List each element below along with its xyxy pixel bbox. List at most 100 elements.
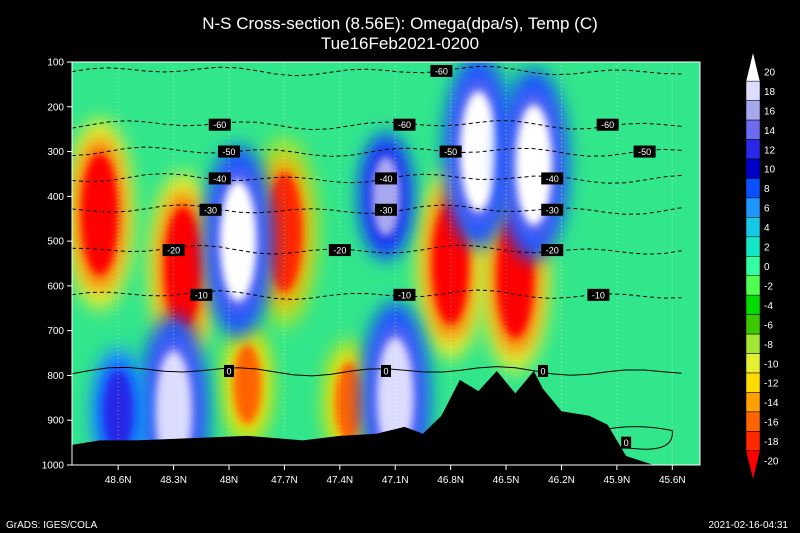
svg-text:-60: -60 <box>398 120 411 130</box>
svg-text:-50: -50 <box>444 147 457 157</box>
colorbar-swatch <box>745 51 761 82</box>
x-tick-label: 46.2N <box>548 475 575 486</box>
x-tick-label: 48.6N <box>105 475 132 486</box>
x-tick-label: 46.8N <box>437 475 464 486</box>
colorbar-swatch <box>745 392 761 413</box>
svg-text:-10: -10 <box>592 290 605 300</box>
omega-core <box>515 104 552 225</box>
omega-core <box>164 207 201 328</box>
colorbar-swatch <box>745 158 761 179</box>
x-tick-label: 45.9N <box>604 475 631 486</box>
y-tick-label: 900 <box>47 416 64 427</box>
colorbar-swatch <box>745 275 761 296</box>
colorbar-label: -12 <box>764 379 779 390</box>
contour-label: 0 <box>224 364 234 377</box>
contour-label: -60 <box>393 118 416 131</box>
x-tick-label: 45.6N <box>659 475 686 486</box>
colorbar-label: 18 <box>764 87 776 98</box>
omega-core <box>335 362 364 443</box>
svg-text:-20: -20 <box>546 246 559 256</box>
colorbar-swatch <box>745 411 761 432</box>
colorbar-label: -20 <box>764 457 779 468</box>
omega-core <box>220 181 257 302</box>
svg-text:0: 0 <box>540 366 545 376</box>
y-axis: 100 200 300 400 500 600 700 800 900 1000 <box>42 58 72 472</box>
contour-label: -30 <box>199 203 222 216</box>
svg-text:-30: -30 <box>204 205 217 215</box>
colorbar-label: 16 <box>764 106 776 117</box>
temperature-contour <box>72 289 682 301</box>
contour-label: -60 <box>208 118 231 131</box>
contour-label: -10 <box>587 288 610 301</box>
colorbar-swatch <box>745 139 761 160</box>
svg-text:-50: -50 <box>638 147 651 157</box>
colorbar-label: -16 <box>764 418 779 429</box>
colorbar-swatch <box>745 197 761 218</box>
omega-field <box>72 62 568 465</box>
y-tick-label: 100 <box>47 58 64 69</box>
svg-text:-40: -40 <box>379 174 392 184</box>
terrain <box>72 371 654 465</box>
y-tick-label: 500 <box>47 237 64 248</box>
plot-area <box>72 62 700 465</box>
contour-labels: -60 -60 -60 -60 -50 -50 -50 -40 -40 -40 -30 -30 -30 -… <box>162 64 656 449</box>
omega-core <box>266 172 303 293</box>
contour-label: -30 <box>375 203 397 216</box>
colorbar-swatch <box>745 372 761 393</box>
colorbar-swatch <box>745 256 761 276</box>
colorbar-swatch <box>745 236 761 257</box>
footer-credit: GrADS: IGES/COLA <box>6 520 98 531</box>
colorbar-swatch <box>745 294 761 315</box>
colorbar-swatch <box>745 450 761 481</box>
omega-core <box>372 156 400 237</box>
contour-label: -50 <box>633 145 656 158</box>
contour-label: -60 <box>596 118 619 131</box>
contour-label: -10 <box>393 288 416 301</box>
x-tick-label: 47.7N <box>271 475 298 486</box>
svg-text:0: 0 <box>383 366 388 376</box>
omega-core <box>155 351 192 465</box>
colorbar-swatch <box>745 314 761 335</box>
contour-label: -20 <box>162 244 185 257</box>
contour-label: -60 <box>430 64 453 77</box>
svg-text:-10: -10 <box>195 290 208 300</box>
colorbar-swatch <box>745 431 761 452</box>
svg-text:-40: -40 <box>546 174 559 184</box>
x-tick-label: 48N <box>220 475 238 486</box>
contour-label: 0 <box>538 364 548 377</box>
colorbar-swatch <box>745 333 761 354</box>
svg-text:-60: -60 <box>435 66 448 76</box>
omega-core <box>233 344 262 425</box>
y-tick-label: 600 <box>47 281 64 292</box>
contour-label: -10 <box>190 288 213 301</box>
colorbar-label: 4 <box>764 223 770 234</box>
x-tick-label: 48.3N <box>160 475 187 486</box>
omega-core <box>81 154 118 275</box>
svg-text:-30: -30 <box>379 205 392 215</box>
svg-text:-30: -30 <box>546 205 559 215</box>
colorbar-label: 0 <box>764 262 770 273</box>
chart-title: N-S Cross-section (8.56E): Omega(dpa/s),… <box>202 14 598 33</box>
svg-text:-60: -60 <box>213 120 226 130</box>
colorbar-label: 20 <box>764 67 776 78</box>
svg-text:-50: -50 <box>222 147 235 157</box>
y-tick-label: 300 <box>47 147 64 158</box>
colorbar-label: 8 <box>764 184 770 195</box>
chart-subtitle: Tue16Feb2021-0200 <box>320 34 480 53</box>
omega-core <box>432 203 469 324</box>
contour-label: -50 <box>439 145 462 158</box>
contour-label: -50 <box>218 145 240 158</box>
colorbar-label: 2 <box>764 243 770 254</box>
colorbar-swatch <box>745 100 761 121</box>
colorbar-label: 10 <box>764 165 776 176</box>
colorbar-label: 6 <box>764 204 770 215</box>
colorbar-label: 14 <box>764 126 776 137</box>
colorbar-label: -8 <box>764 340 773 351</box>
svg-text:-40: -40 <box>213 174 226 184</box>
y-tick-label: 700 <box>47 326 64 337</box>
colorbar-swatch <box>745 178 761 199</box>
colorbar-label: 12 <box>764 145 776 156</box>
y-tick-label: 1000 <box>42 461 65 472</box>
contour-label: -40 <box>375 172 397 185</box>
